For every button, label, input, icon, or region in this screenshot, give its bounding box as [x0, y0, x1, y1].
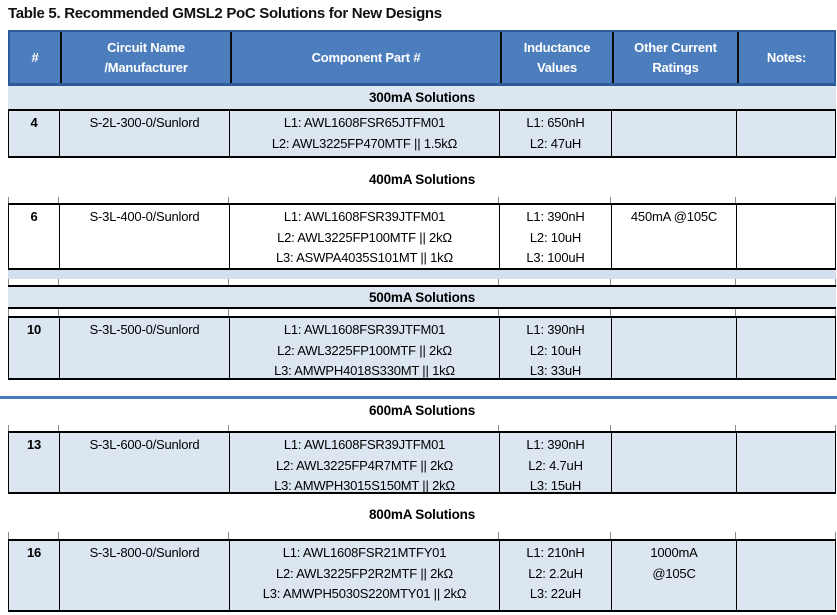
other-current-ratings-cell: 1000mA @105C — [611, 541, 736, 610]
circuit-name-cell: S-3L-400-0/Sunlord — [59, 205, 229, 268]
tick-mark — [610, 279, 735, 285]
row-number: 16 — [26, 545, 42, 560]
column-ticks — [8, 279, 836, 285]
inductance-values-cell: L1: 390nH L2: 4.7uH L3: 15uH — [499, 433, 611, 493]
tick-mark — [58, 309, 228, 316]
column-ticks — [8, 309, 836, 316]
row-number: 10 — [26, 322, 42, 337]
section-title-400ma: 400mA Solutions — [368, 172, 476, 187]
notes-cell — [736, 433, 835, 492]
tick-mark — [8, 532, 58, 539]
inductance-values-cell: L1: 650nH L2: 47uH — [499, 111, 611, 156]
white-spacer — [8, 380, 836, 396]
header-circuit-name: Circuit Name /Manufacturer — [60, 32, 230, 83]
tick-mark — [610, 532, 735, 539]
notes-cell — [736, 318, 835, 378]
tick-mark — [610, 425, 735, 431]
tick-mark — [8, 309, 58, 316]
table-row-16: 16 S-3L-800-0/Sunlord L1: AWL1608FSR21MT… — [8, 539, 836, 612]
tick-mark — [228, 279, 498, 285]
tick-mark — [610, 309, 735, 316]
tick-mark — [735, 425, 836, 431]
header-other-current-ratings: Other Current Ratings — [612, 32, 737, 83]
section-title-800ma: 800mA Solutions — [368, 507, 476, 522]
header-notes: Notes: — [737, 32, 834, 83]
tick-mark — [498, 425, 610, 431]
tick-mark — [498, 279, 610, 285]
notes-cell — [736, 205, 835, 268]
column-ticks — [8, 425, 836, 431]
row-number: 6 — [30, 209, 38, 224]
column-ticks — [8, 532, 836, 539]
tick-mark — [228, 532, 498, 539]
table-row-13: 13 S-3L-600-0/Sunlord L1: AWL1608FSR39JT… — [8, 431, 836, 494]
section-title-500ma: 500mA Solutions — [8, 285, 836, 309]
tick-mark — [735, 197, 836, 203]
section-title-300ma: 300mA Solutions — [8, 86, 836, 111]
tick-mark — [735, 279, 836, 285]
tick-mark — [498, 309, 610, 316]
component-part-cell: L1: AWL1608FSR39JTFM01 L2: AWL3225FP100M… — [229, 318, 499, 378]
tick-mark — [228, 425, 498, 431]
blue-accent-bar — [0, 396, 837, 399]
row-number: 4 — [30, 115, 38, 130]
table-row-10: 10 S-3L-500-0/Sunlord L1: AWL1608FSR39JT… — [8, 316, 836, 380]
tick-mark — [58, 425, 228, 431]
component-part-cell: L1: AWL1608FSR65JTFM01 L2: AWL3225FP470M… — [229, 111, 499, 156]
notes-cell — [736, 541, 835, 610]
tick-mark — [58, 279, 228, 285]
section-title-600ma: 600mA Solutions — [368, 403, 476, 418]
tick-mark — [498, 532, 610, 539]
other-current-ratings-cell — [611, 433, 736, 492]
circuit-name-cell: S-3L-800-0/Sunlord — [59, 541, 229, 610]
row-number: 13 — [26, 437, 42, 452]
inductance-values-cell: L1: 390nH L2: 10uH L3: 33uH — [499, 318, 611, 378]
tick-mark — [498, 197, 610, 203]
tick-mark — [8, 425, 58, 431]
table-row-6: 6 S-3L-400-0/Sunlord L1: AWL1608FSR39JTF… — [8, 203, 836, 270]
inductance-values-cell: L1: 210nH L2: 2.2uH L3: 22uH — [499, 541, 611, 610]
light-blue-strip — [8, 270, 836, 279]
inductance-values-cell: L1: 390nH L2: 10uH L3: 100uH — [499, 205, 611, 268]
tick-mark — [735, 532, 836, 539]
tick-mark — [8, 197, 58, 203]
tick-mark — [228, 309, 498, 316]
header-number: # — [31, 49, 39, 65]
tick-mark — [735, 309, 836, 316]
tick-mark — [228, 197, 498, 203]
table-row-4: 4 S-2L-300-0/Sunlord L1: AWL1608FSR65JTF… — [8, 111, 836, 158]
circuit-name-cell: S-2L-300-0/Sunlord — [59, 111, 229, 156]
table-title: Table 5. Recommended GMSL2 PoC Solutions… — [8, 5, 442, 22]
circuit-name-cell: S-3L-500-0/Sunlord — [59, 318, 229, 378]
tick-mark — [610, 197, 735, 203]
tick-mark — [58, 197, 228, 203]
notes-cell — [736, 111, 835, 156]
table-header-row: # Circuit Name /Manufacturer Component P… — [8, 30, 836, 86]
column-ticks — [8, 197, 836, 203]
tick-mark — [8, 279, 58, 285]
component-part-cell: L1: AWL1608FSR39JTFM01 L2: AWL3225FP4R7M… — [229, 433, 499, 493]
circuit-name-cell: S-3L-600-0/Sunlord — [59, 433, 229, 492]
component-part-cell: L1: AWL1608FSR39JTFM01 L2: AWL3225FP100M… — [229, 205, 499, 268]
header-inductance-values: Inductance Values — [500, 32, 612, 83]
other-current-ratings-cell — [611, 318, 736, 378]
tick-mark — [58, 532, 228, 539]
poc-solutions-table: # Circuit Name /Manufacturer Component P… — [0, 30, 837, 612]
component-part-cell: L1: AWL1608FSR21MTFY01 L2: AWL3225FP2R2M… — [229, 541, 499, 610]
header-component-part: Component Part # — [230, 32, 500, 83]
other-current-ratings-cell — [611, 111, 736, 156]
other-current-ratings-cell: 450mA @105C — [611, 205, 736, 268]
